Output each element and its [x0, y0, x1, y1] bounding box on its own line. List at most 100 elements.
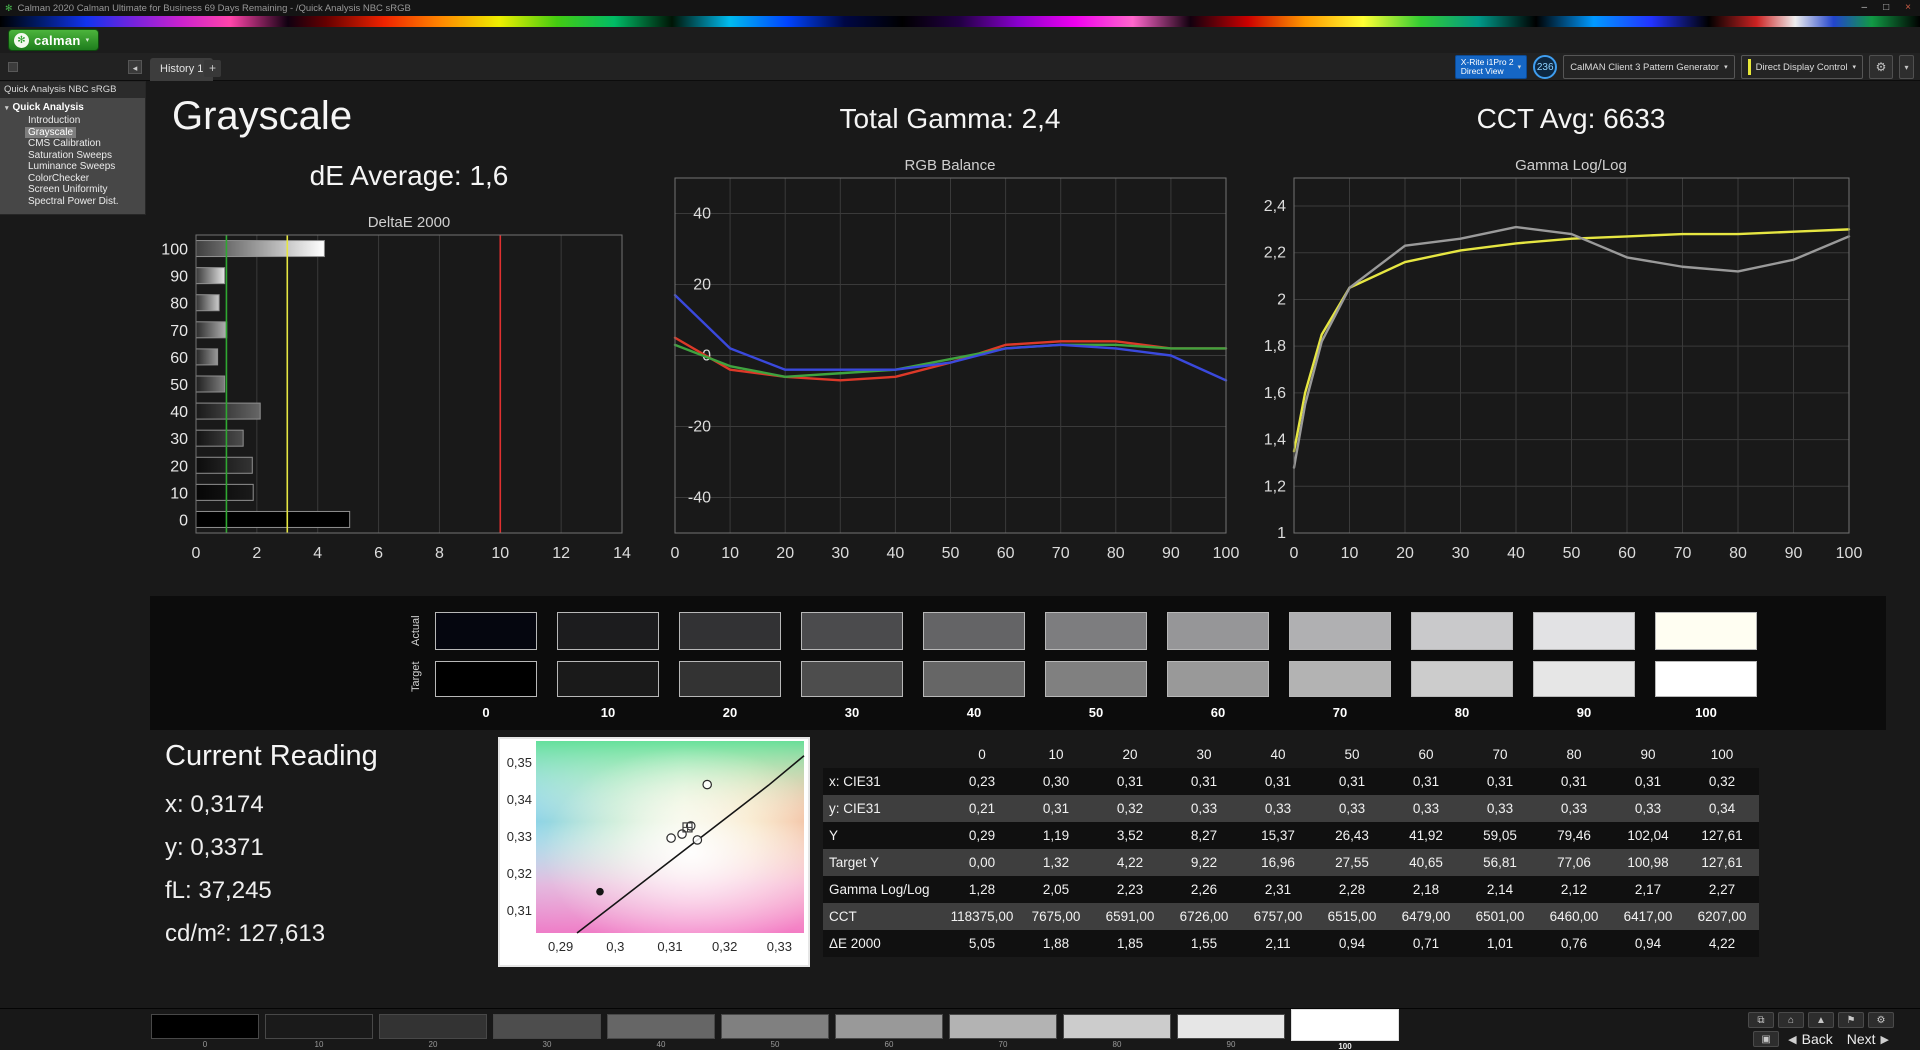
swatch-column-label: 90	[1576, 705, 1592, 720]
actual-patch-30	[801, 612, 903, 650]
level-button-100[interactable]: 100	[1291, 1009, 1399, 1050]
swatch-column-40: 40	[923, 612, 1025, 720]
sidebar-item-introduction[interactable]: Introduction	[28, 115, 81, 126]
gear-icon-button[interactable]: ⚙	[1868, 1012, 1894, 1028]
page-title: Grayscale	[172, 94, 353, 138]
column-header-50: 50	[1344, 747, 1360, 762]
meter-name: X-Rite i1Pro 2	[1460, 56, 1514, 67]
level-buttons: 0 10 20 30 40 50 60 70 80 90 100	[151, 1009, 1399, 1050]
svg-text:0,33: 0,33	[767, 939, 792, 954]
table-cell: 41,92	[1409, 828, 1443, 843]
add-tab-button[interactable]: +	[204, 60, 221, 77]
minimize-button[interactable]: –	[1861, 2, 1868, 13]
chevron-down-icon: ▾	[1852, 64, 1856, 71]
level-label: 90	[1226, 1040, 1236, 1049]
table-cell: 0,31	[1116, 774, 1144, 789]
table-cell: 0,23	[968, 774, 996, 789]
table-cell: 127,61	[1701, 828, 1743, 843]
level-label: 0	[202, 1040, 208, 1049]
table-cell: 1,19	[1042, 828, 1070, 843]
actual-patch-100	[1655, 612, 1757, 650]
sidebar-item-saturation-sweeps[interactable]: Saturation Sweeps	[28, 149, 112, 161]
svg-text:70: 70	[1674, 545, 1692, 562]
titlebar: ✻ Calman 2020 Calman Ultimate for Busine…	[0, 0, 1920, 16]
level-button-40[interactable]: 40	[607, 1014, 715, 1049]
table-cell: 0,31	[1412, 774, 1440, 789]
table-row: Gamma Log/Log 1,28 2,05 2,23 2,26 2,31 2,28 2,1…	[823, 876, 1759, 903]
level-button-80[interactable]: 80	[1063, 1014, 1171, 1049]
next-button[interactable]: Next ▶	[1842, 1030, 1894, 1048]
table-cell: 0,33	[1560, 801, 1588, 816]
meter-count-badge[interactable]: 236	[1533, 55, 1558, 79]
svg-text:1,2: 1,2	[1264, 478, 1286, 495]
level-label: 40	[656, 1040, 666, 1049]
maximize-button[interactable]: □	[1883, 2, 1890, 13]
sidebar-item-screen-uniformity[interactable]: Screen Uniformity	[28, 184, 108, 195]
de-average-heading: dE Average: 1,6	[309, 160, 509, 191]
table-cell: 6515,00	[1327, 909, 1377, 924]
target-patch-70	[1289, 661, 1391, 697]
actual-patch-80	[1411, 612, 1513, 650]
level-button-70[interactable]: 70	[949, 1014, 1057, 1049]
sidebar-item-cms-calibration[interactable]: CMS Calibration	[28, 138, 101, 149]
chevron-down-icon: ▾	[85, 37, 90, 44]
pattern-generator-dropdown[interactable]: CalMAN Client 3 Pattern Generator ▾	[1563, 55, 1735, 79]
sidebar-item-luminance-sweeps[interactable]: Luminance Sweeps	[28, 161, 116, 172]
svg-text:100: 100	[1213, 545, 1240, 562]
table-cell: 6757,00	[1253, 909, 1303, 924]
screen-button[interactable]: ▣	[1753, 1031, 1780, 1047]
flag-icon-button[interactable]: ⚑	[1838, 1012, 1864, 1028]
level-button-60[interactable]: 60	[835, 1014, 943, 1049]
close-button[interactable]: ×	[1905, 2, 1911, 13]
swatch-column-label: 50	[1088, 705, 1104, 720]
svg-text:1: 1	[1277, 525, 1286, 542]
svg-text:1,8: 1,8	[1264, 338, 1286, 355]
svg-text:8: 8	[435, 545, 444, 562]
target-row-label: Target	[410, 661, 422, 693]
settings-gear-button[interactable]: ⚙	[1869, 55, 1893, 79]
table-cell: 127,61	[1701, 855, 1743, 870]
target-patch-80	[1411, 661, 1513, 697]
table-cell: 0,31	[1486, 774, 1514, 789]
table-cell: 7675,00	[1031, 909, 1081, 924]
svg-text:0,31: 0,31	[657, 939, 682, 954]
calman-menu-button[interactable]: ✻ calman ▾	[8, 29, 100, 51]
tree-root-quick-analysis[interactable]: ▾ Quick Analysis	[5, 102, 143, 115]
level-button-10[interactable]: 10	[265, 1014, 373, 1049]
meter-dropdown[interactable]: X-Rite i1Pro 2 Direct View ▾	[1454, 55, 1528, 79]
swatch-column-label: 70	[1332, 705, 1348, 720]
table-cell: 8,27	[1190, 828, 1218, 843]
svg-text:0: 0	[1290, 545, 1299, 562]
level-button-30[interactable]: 30	[493, 1014, 601, 1049]
table-cell: 27,55	[1335, 855, 1369, 870]
arrow-up-icon-button[interactable]: ▲	[1808, 1012, 1834, 1028]
level-button-90[interactable]: 90	[1177, 1014, 1285, 1049]
svg-text:4: 4	[313, 545, 322, 562]
app-icon: ✻	[5, 3, 13, 13]
swatch-column-label: 100	[1695, 705, 1717, 720]
sidebar-collapse-button[interactable]: ◂	[128, 60, 142, 74]
home-icon-button[interactable]: ⌂	[1778, 1012, 1804, 1028]
workspace-mini-button[interactable]	[8, 62, 18, 72]
reading-y: y: 0,3371	[165, 834, 264, 861]
level-button-50[interactable]: 50	[721, 1014, 829, 1049]
sidebar-item-grayscale[interactable]: Grayscale	[25, 126, 77, 138]
target-patch-60	[1167, 661, 1269, 697]
back-button[interactable]: ◀ Back	[1783, 1030, 1838, 1048]
svg-text:2: 2	[252, 545, 261, 562]
panel-chevron-button[interactable]: ▾	[1899, 55, 1914, 79]
level-button-20[interactable]: 20	[379, 1014, 487, 1049]
table-cell: 0,33	[1412, 801, 1440, 816]
table-cell: 0,00	[968, 855, 996, 870]
table-cell: 6501,00	[1475, 909, 1525, 924]
svg-text:20: 20	[170, 458, 188, 475]
level-button-0[interactable]: 0	[151, 1014, 259, 1049]
table-cell: 0,76	[1560, 936, 1588, 951]
actual-row-label: Actual	[410, 615, 422, 647]
tab-history-1[interactable]: History 1	[150, 58, 214, 81]
sidebar-item-spectral-power-dist-[interactable]: Spectral Power Dist.	[28, 195, 119, 207]
sidebar-item-colorchecker[interactable]: ColorChecker	[28, 172, 90, 184]
table-cell: 0,21	[968, 801, 996, 816]
display-window-icon-button[interactable]: ⧉	[1748, 1012, 1774, 1028]
display-control-dropdown[interactable]: Direct Display Control ▾	[1740, 55, 1863, 79]
